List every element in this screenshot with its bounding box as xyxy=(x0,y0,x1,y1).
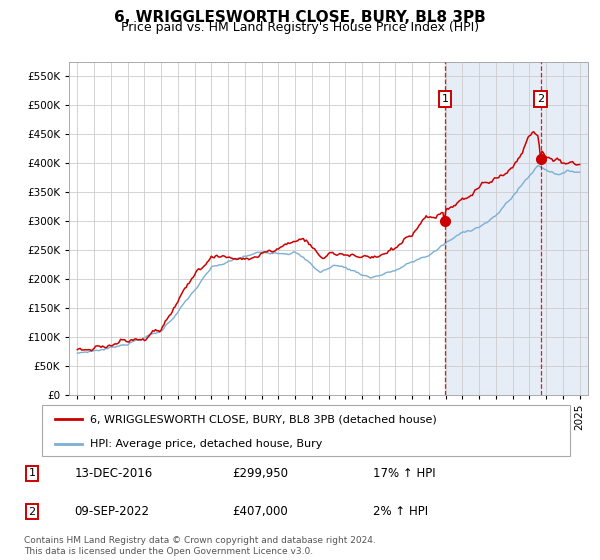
Text: HPI: Average price, detached house, Bury: HPI: Average price, detached house, Bury xyxy=(89,438,322,449)
Text: Price paid vs. HM Land Registry's House Price Index (HPI): Price paid vs. HM Land Registry's House … xyxy=(121,21,479,34)
Bar xyxy=(445,62,588,395)
FancyBboxPatch shape xyxy=(42,405,570,456)
Text: 2: 2 xyxy=(537,94,544,104)
Text: 6, WRIGGLESWORTH CLOSE, BURY, BL8 3PB: 6, WRIGGLESWORTH CLOSE, BURY, BL8 3PB xyxy=(114,10,486,25)
Text: 09-SEP-2022: 09-SEP-2022 xyxy=(74,505,149,518)
Text: 2% ↑ HPI: 2% ↑ HPI xyxy=(373,505,428,518)
Text: £299,950: £299,950 xyxy=(232,466,289,480)
Text: 1: 1 xyxy=(442,94,448,104)
Text: 13-DEC-2016: 13-DEC-2016 xyxy=(74,466,152,480)
Text: 2: 2 xyxy=(29,507,35,517)
Text: £407,000: £407,000 xyxy=(232,505,288,518)
Text: 6, WRIGGLESWORTH CLOSE, BURY, BL8 3PB (detached house): 6, WRIGGLESWORTH CLOSE, BURY, BL8 3PB (d… xyxy=(89,414,436,424)
Text: 17% ↑ HPI: 17% ↑ HPI xyxy=(373,466,436,480)
Text: Contains HM Land Registry data © Crown copyright and database right 2024.
This d: Contains HM Land Registry data © Crown c… xyxy=(24,536,376,556)
Text: 1: 1 xyxy=(29,468,35,478)
